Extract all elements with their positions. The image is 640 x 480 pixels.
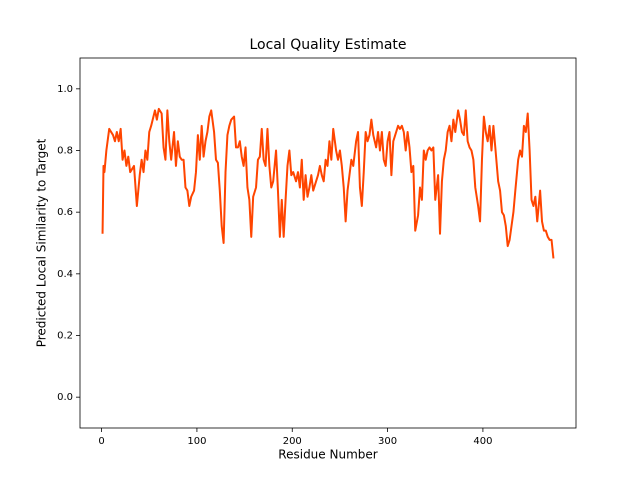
x-tick-label: 200	[283, 436, 302, 447]
y-tick-label: 0.4	[57, 269, 73, 280]
y-tick-label: 0.8	[57, 146, 73, 157]
y-tick-label: 0.0	[57, 392, 73, 403]
y-tick-label: 0.2	[57, 331, 73, 342]
x-tick-label: 100	[187, 436, 206, 447]
axes-frame	[79, 57, 577, 429]
y-tick-label: 0.6	[57, 207, 73, 218]
y-tick-label: 1.0	[57, 84, 73, 95]
y-axis-label: Predicted Local Similarity to Target	[35, 138, 49, 347]
line-series	[101, 107, 555, 259]
x-tick-label: 400	[473, 436, 492, 447]
x-tick-label: 0	[98, 436, 104, 447]
x-tick-label: 300	[378, 436, 397, 447]
chart-title: Local Quality Estimate	[249, 37, 406, 53]
x-axis-label: Residue Number	[278, 448, 377, 462]
